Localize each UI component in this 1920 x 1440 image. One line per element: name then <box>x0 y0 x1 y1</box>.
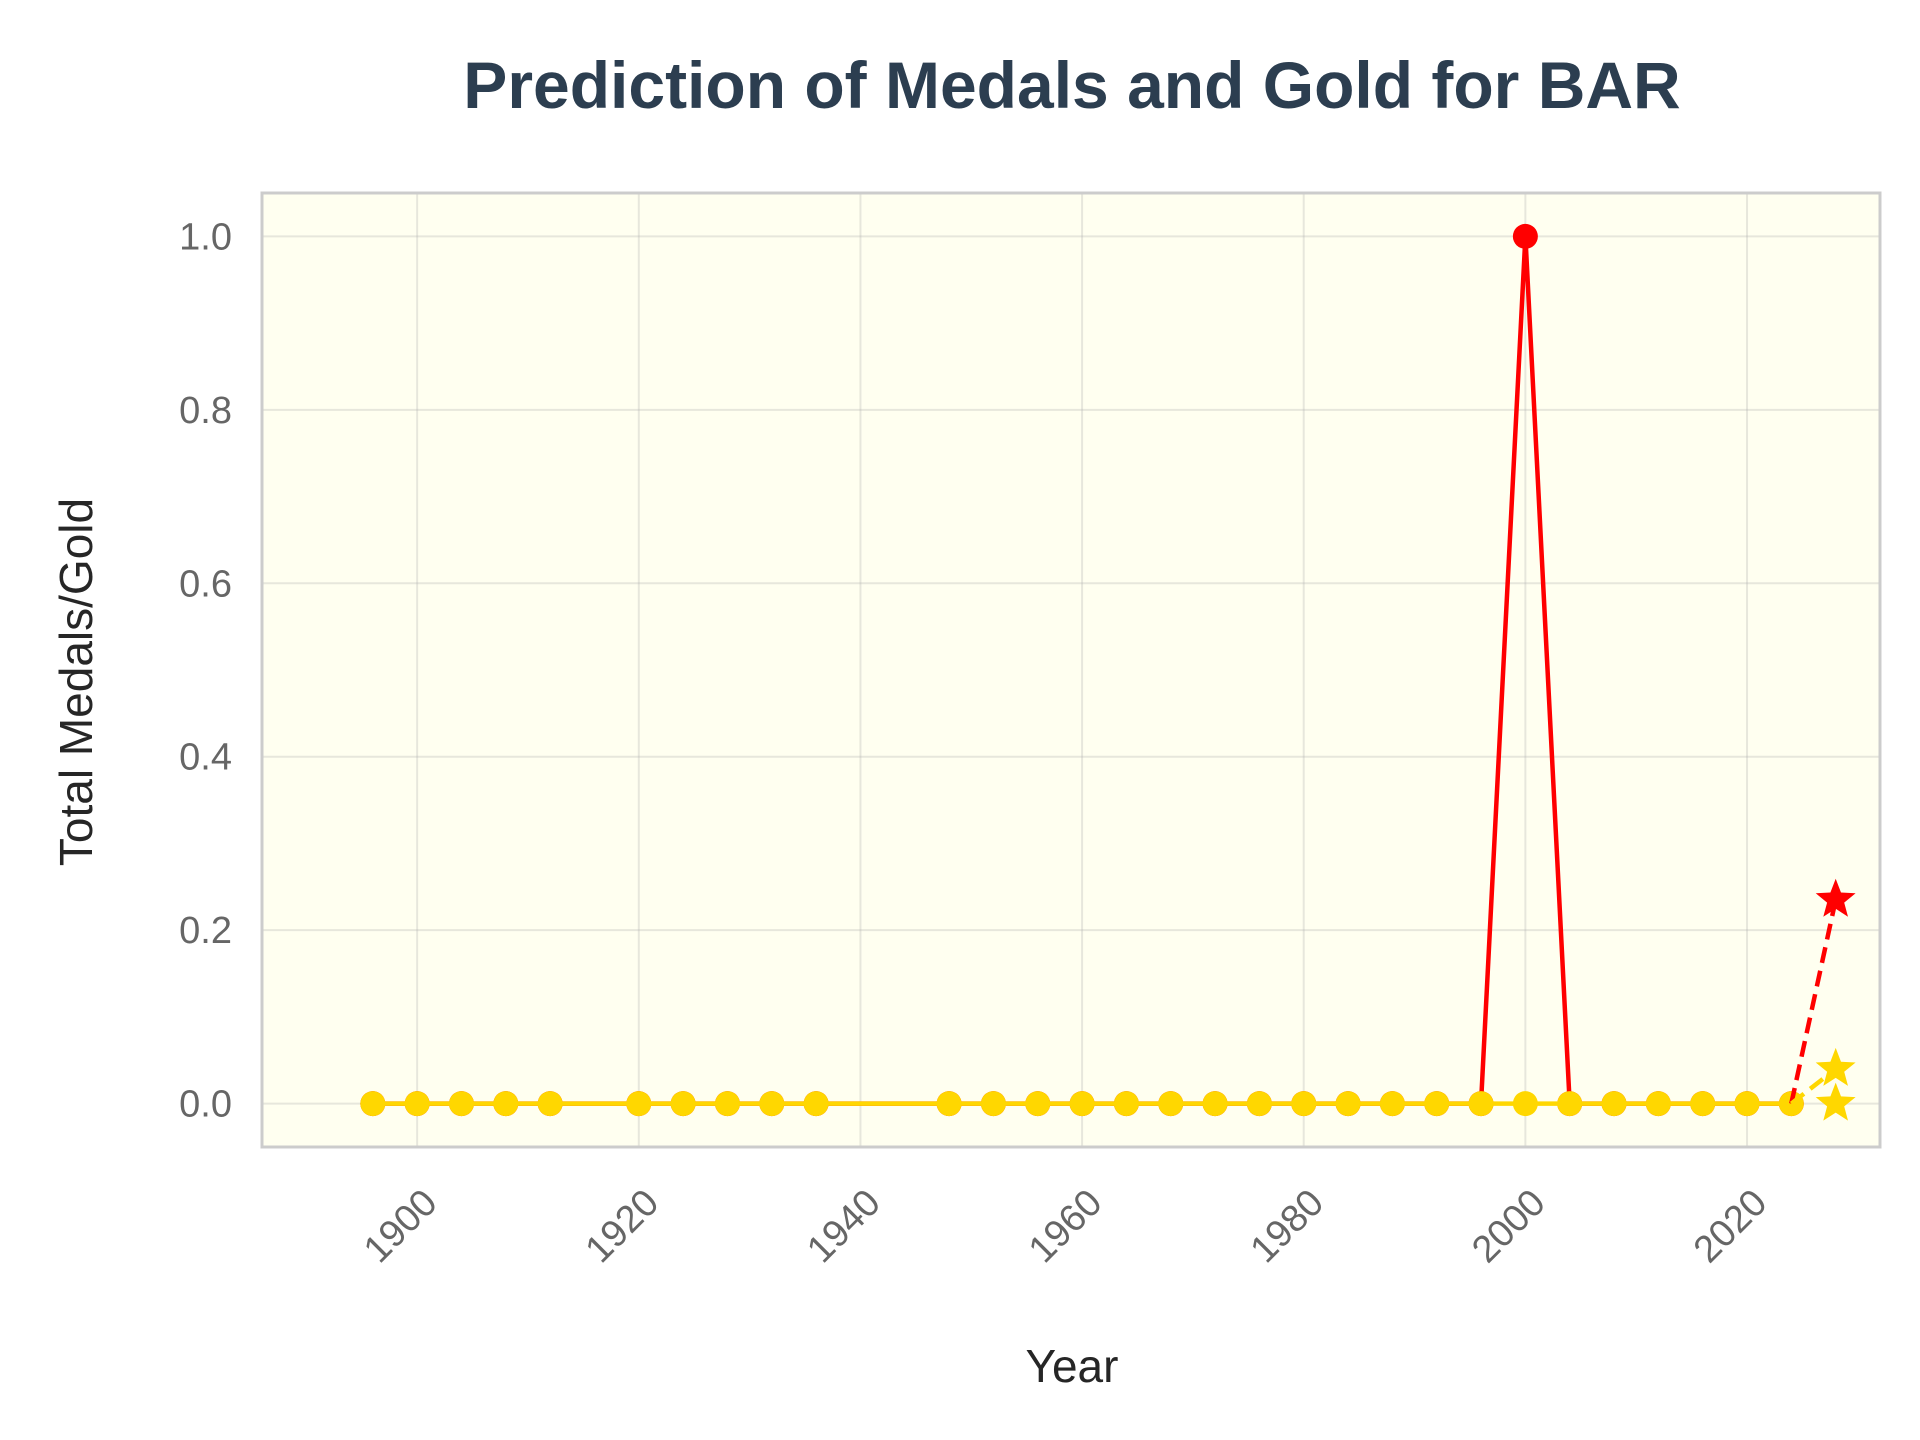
gold-series-marker <box>1645 1091 1671 1117</box>
gold-series-marker <box>537 1091 563 1117</box>
gold-series-marker <box>1690 1091 1716 1117</box>
gold-series-marker <box>1158 1091 1184 1117</box>
total-medals-prediction-series <box>1789 878 1856 1105</box>
gold-prediction-alt-series <box>1815 1082 1856 1121</box>
x-axis-label: Year <box>1026 1340 1119 1392</box>
gold-series-marker <box>448 1091 474 1117</box>
gold-series <box>360 1091 1804 1117</box>
gold-series-marker <box>1113 1091 1139 1117</box>
total-medals-series-marker <box>1512 223 1538 249</box>
gold-series-marker <box>670 1091 696 1117</box>
y-axis-ticks: 0.0 0.2 0.4 0.6 0.8 1.0 <box>179 216 232 1125</box>
gold-series-marker <box>1291 1091 1317 1117</box>
y-tick-label: 0.4 <box>179 737 232 779</box>
gold-series-marker <box>1468 1091 1494 1117</box>
y-tick-label: 1.0 <box>179 216 232 258</box>
chart-title: Prediction of Medals and Gold for BAR <box>463 48 1680 122</box>
gold-series-marker <box>626 1091 652 1117</box>
gold-series-marker <box>1025 1091 1051 1117</box>
gold-prediction-series <box>1789 1047 1856 1106</box>
gold-series-marker <box>1512 1091 1538 1117</box>
gold-series-marker <box>1601 1091 1627 1117</box>
gold-series-marker <box>1202 1091 1228 1117</box>
gold-series-marker <box>714 1091 740 1117</box>
gold-series-marker <box>980 1091 1006 1117</box>
gold-series-marker <box>360 1091 386 1117</box>
gold-series-marker <box>404 1091 430 1117</box>
plot-area <box>262 193 1880 1147</box>
series-layer <box>360 223 1856 1121</box>
y-tick-label: 0.2 <box>179 910 232 952</box>
total-medals-prediction-series-line <box>1789 899 1838 1105</box>
gold-prediction-alt-series-marker <box>1815 1082 1856 1121</box>
y-tick-label: 0.0 <box>179 1084 232 1126</box>
gold-series-marker <box>1246 1091 1272 1117</box>
gold-series-marker <box>1335 1091 1361 1117</box>
total-medals-prediction-series-marker <box>1815 878 1856 917</box>
gold-series-marker <box>936 1091 962 1117</box>
gold-series-marker <box>1734 1091 1760 1117</box>
y-tick-label: 0.6 <box>179 563 232 605</box>
gold-series-marker <box>759 1091 785 1117</box>
gold-prediction-series-marker <box>1815 1047 1856 1086</box>
gold-series-marker <box>493 1091 519 1117</box>
y-tick-label: 0.8 <box>179 390 232 432</box>
gold-series-marker <box>803 1091 829 1117</box>
gold-series-marker <box>1424 1091 1450 1117</box>
gold-prediction-series-line <box>1789 1067 1838 1106</box>
gold-series-marker <box>1379 1091 1405 1117</box>
gold-series-marker <box>1069 1091 1095 1117</box>
gold-series-marker <box>1557 1091 1583 1117</box>
y-axis-label: Total Medals/Gold <box>50 498 102 866</box>
plot-frame <box>260 191 1882 1149</box>
